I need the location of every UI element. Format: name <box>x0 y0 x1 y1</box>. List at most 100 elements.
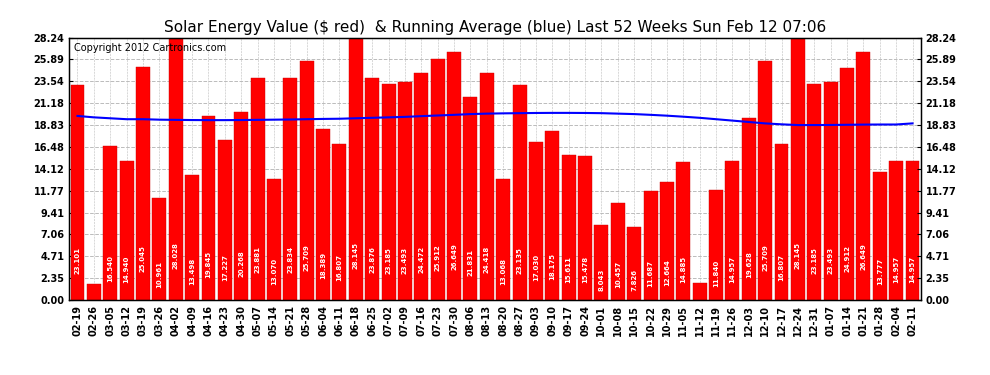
Bar <box>415 72 429 300</box>
Text: 23.101: 23.101 <box>74 247 80 274</box>
Text: 20.268: 20.268 <box>239 251 245 278</box>
Bar <box>267 178 281 300</box>
Title: Solar Energy Value ($ red)  & Running Average (blue) Last 52 Weeks Sun Feb 12 07: Solar Energy Value ($ red) & Running Ave… <box>164 20 826 35</box>
Bar <box>218 140 232 300</box>
Text: 23.493: 23.493 <box>828 247 834 274</box>
Bar <box>628 227 642 300</box>
Bar <box>202 116 216 300</box>
Bar <box>742 117 755 300</box>
Bar <box>463 97 477 300</box>
Bar <box>889 161 903 300</box>
Text: 18.389: 18.389 <box>320 252 326 279</box>
Text: 7.826: 7.826 <box>632 269 638 291</box>
Bar <box>185 174 199 300</box>
Bar <box>103 146 117 300</box>
Text: 26.649: 26.649 <box>451 243 457 270</box>
Text: 25.709: 25.709 <box>762 244 768 272</box>
Text: 14.957: 14.957 <box>910 256 916 284</box>
Text: 13.068: 13.068 <box>500 258 506 285</box>
Text: 25.045: 25.045 <box>140 245 146 272</box>
Bar <box>578 156 592 300</box>
Bar <box>856 52 870 300</box>
Bar <box>87 284 101 300</box>
Bar <box>283 78 297 300</box>
Bar <box>676 162 690 300</box>
Text: 13.498: 13.498 <box>189 258 195 285</box>
Text: 28.145: 28.145 <box>795 242 801 268</box>
Text: 15.478: 15.478 <box>582 256 588 283</box>
Bar <box>611 203 625 300</box>
Bar <box>726 161 740 300</box>
Text: 12.664: 12.664 <box>664 259 670 286</box>
Text: 25.709: 25.709 <box>304 244 310 272</box>
Text: 24.912: 24.912 <box>844 245 850 272</box>
Bar <box>398 82 412 300</box>
Text: 25.912: 25.912 <box>435 244 441 271</box>
Bar <box>758 61 772 300</box>
Bar <box>496 178 510 300</box>
Text: 15.611: 15.611 <box>565 256 571 283</box>
Text: 16.807: 16.807 <box>337 254 343 281</box>
Bar <box>447 52 461 300</box>
Text: 26.649: 26.649 <box>860 243 866 270</box>
Text: 23.834: 23.834 <box>287 246 293 273</box>
Text: 13.070: 13.070 <box>271 258 277 285</box>
Bar <box>152 198 166 300</box>
Bar <box>774 144 788 300</box>
Bar <box>120 161 134 300</box>
Bar <box>545 131 559 300</box>
Text: 16.807: 16.807 <box>778 254 784 281</box>
Text: 23.135: 23.135 <box>517 248 523 274</box>
Text: 19.628: 19.628 <box>745 251 751 278</box>
Text: 23.185: 23.185 <box>385 247 392 274</box>
Bar <box>841 68 854 300</box>
Text: 24.418: 24.418 <box>484 246 490 273</box>
Text: 28.145: 28.145 <box>352 242 358 268</box>
Bar <box>136 67 149 300</box>
Bar <box>431 59 445 300</box>
Text: 14.957: 14.957 <box>893 256 899 284</box>
Bar <box>791 38 805 300</box>
Text: 23.493: 23.493 <box>402 247 408 274</box>
Text: 24.472: 24.472 <box>419 246 425 273</box>
Text: 21.831: 21.831 <box>467 249 473 276</box>
Text: Copyright 2012 Cartronics.com: Copyright 2012 Cartronics.com <box>73 43 226 53</box>
Bar <box>348 38 362 300</box>
Bar <box>316 129 330 300</box>
Text: 13.777: 13.777 <box>877 258 883 285</box>
Text: 14.885: 14.885 <box>680 256 686 284</box>
Bar <box>906 161 920 300</box>
Text: 19.845: 19.845 <box>206 251 212 278</box>
Text: 23.881: 23.881 <box>254 246 260 273</box>
Bar <box>365 78 379 300</box>
Text: 14.957: 14.957 <box>730 256 736 284</box>
Bar <box>709 190 723 300</box>
Text: 17.227: 17.227 <box>222 254 228 281</box>
Bar <box>480 73 494 300</box>
Bar <box>660 182 674 300</box>
Bar <box>807 84 822 300</box>
Bar <box>300 61 314 300</box>
Bar <box>235 112 248 300</box>
Bar <box>693 283 707 300</box>
Bar <box>381 84 396 300</box>
Text: 14.940: 14.940 <box>124 256 130 284</box>
Bar <box>333 144 346 300</box>
Text: 8.043: 8.043 <box>598 268 605 291</box>
Text: 28.028: 28.028 <box>172 242 179 269</box>
Bar <box>873 172 887 300</box>
Bar <box>250 78 264 300</box>
Bar <box>168 39 183 300</box>
Bar <box>824 82 838 300</box>
Bar <box>561 155 575 300</box>
Bar <box>529 142 543 300</box>
Bar <box>513 85 527 300</box>
Text: 23.185: 23.185 <box>811 247 818 274</box>
Text: 11.687: 11.687 <box>647 260 653 287</box>
Text: 17.030: 17.030 <box>533 254 539 281</box>
Bar <box>70 85 84 300</box>
Text: 16.540: 16.540 <box>107 255 113 282</box>
Bar <box>594 225 609 300</box>
Text: 18.175: 18.175 <box>549 253 555 280</box>
Text: 23.876: 23.876 <box>369 246 375 273</box>
